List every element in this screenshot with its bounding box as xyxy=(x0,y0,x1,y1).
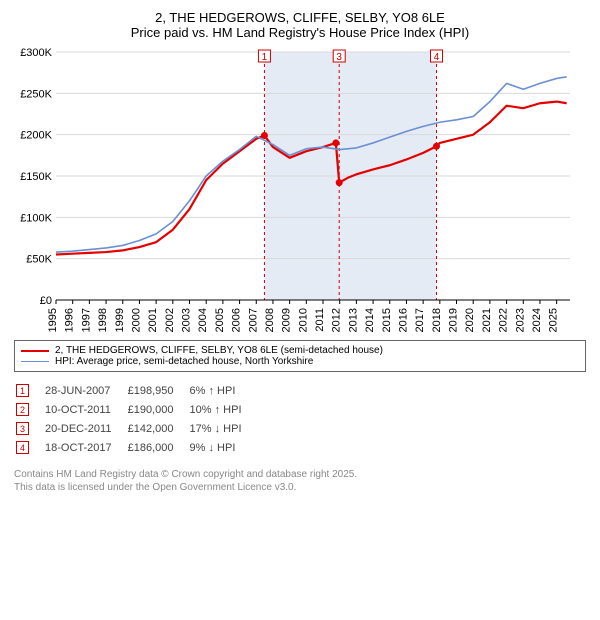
svg-text:2020: 2020 xyxy=(464,308,476,332)
svg-text:2015: 2015 xyxy=(381,308,393,332)
sale-date: 28-JUN-2007 xyxy=(45,382,126,399)
svg-text:2018: 2018 xyxy=(431,308,443,332)
line-chart: £0 £50K £100K £150K £200K £250K £300K 1995 1996 1… xyxy=(14,46,574,336)
footer-line: This data is licensed under the Open Gov… xyxy=(14,481,586,494)
svg-text:£150K: £150K xyxy=(20,171,52,183)
svg-text:2024: 2024 xyxy=(531,308,543,332)
svg-text:£0: £0 xyxy=(40,295,52,307)
sale-marker-icon: 1 xyxy=(16,384,29,397)
legend-label: 2, THE HEDGEROWS, CLIFFE, SELBY, YO8 6LE… xyxy=(55,345,383,356)
legend: 2, THE HEDGEROWS, CLIFFE, SELBY, YO8 6LE… xyxy=(14,340,586,372)
legend-row: HPI: Average price, semi-detached house,… xyxy=(21,356,579,367)
svg-text:2001: 2001 xyxy=(147,308,159,332)
sale-date: 20-DEC-2011 xyxy=(45,420,126,437)
svg-text:2003: 2003 xyxy=(181,308,193,332)
svg-text:2014: 2014 xyxy=(364,308,376,332)
legend-swatch xyxy=(21,361,49,362)
title-address: 2, THE HEDGEROWS, CLIFFE, SELBY, YO8 6LE xyxy=(14,10,586,25)
svg-text:3: 3 xyxy=(336,52,342,63)
sale-price: £198,950 xyxy=(128,382,188,399)
svg-text:2022: 2022 xyxy=(498,308,510,332)
svg-text:£50K: £50K xyxy=(26,254,52,266)
svg-text:2025: 2025 xyxy=(548,308,560,332)
chart-area: £0 £50K £100K £150K £200K £250K £300K 1995 1996 1… xyxy=(14,46,586,336)
legend-label: HPI: Average price, semi-detached house,… xyxy=(55,356,313,367)
legend-swatch xyxy=(21,350,49,352)
sale-price: £190,000 xyxy=(128,401,188,418)
sale-price: £142,000 xyxy=(128,420,188,437)
sale-marker-icon: 3 xyxy=(16,422,29,435)
svg-text:2023: 2023 xyxy=(514,308,526,332)
table-row: 3 20-DEC-2011£142,00017% ↓ HPI xyxy=(16,420,256,437)
svg-text:£300K: £300K xyxy=(20,47,52,59)
svg-text:£100K: £100K xyxy=(20,212,52,224)
sale-price: £186,000 xyxy=(128,439,188,456)
sale-marker-icon: 4 xyxy=(16,441,29,454)
sale-marker-icon: 2 xyxy=(16,403,29,416)
svg-text:2000: 2000 xyxy=(130,308,142,332)
svg-text:4: 4 xyxy=(434,52,440,63)
sale-delta: 10% ↑ HPI xyxy=(190,401,256,418)
svg-text:£200K: £200K xyxy=(20,130,52,142)
svg-text:2013: 2013 xyxy=(347,308,359,332)
chart-title: 2, THE HEDGEROWS, CLIFFE, SELBY, YO8 6LE… xyxy=(14,10,586,40)
table-row: 2 10-OCT-2011£190,00010% ↑ HPI xyxy=(16,401,256,418)
svg-text:2019: 2019 xyxy=(448,308,460,332)
svg-text:1997: 1997 xyxy=(80,308,92,332)
legend-row: 2, THE HEDGEROWS, CLIFFE, SELBY, YO8 6LE… xyxy=(21,345,579,356)
svg-text:1999: 1999 xyxy=(114,308,126,332)
sale-delta: 17% ↓ HPI xyxy=(190,420,256,437)
sale-date: 18-OCT-2017 xyxy=(45,439,126,456)
svg-text:£250K: £250K xyxy=(20,88,52,100)
sales-table: 1 28-JUN-2007£198,9506% ↑ HPI 2 10-OCT-2011… xyxy=(14,380,258,458)
footer-line: Contains HM Land Registry data © Crown c… xyxy=(14,468,586,481)
svg-text:2009: 2009 xyxy=(281,308,293,332)
svg-text:2008: 2008 xyxy=(264,308,276,332)
svg-text:1995: 1995 xyxy=(47,308,59,332)
svg-text:1998: 1998 xyxy=(97,308,109,332)
sale-date: 10-OCT-2011 xyxy=(45,401,126,418)
svg-text:2004: 2004 xyxy=(197,308,209,332)
svg-text:2016: 2016 xyxy=(397,308,409,332)
svg-text:1: 1 xyxy=(262,52,268,63)
svg-text:2021: 2021 xyxy=(481,308,493,332)
svg-text:2017: 2017 xyxy=(414,308,426,332)
svg-text:2006: 2006 xyxy=(231,308,243,332)
table-row: 1 28-JUN-2007£198,9506% ↑ HPI xyxy=(16,382,256,399)
svg-text:2007: 2007 xyxy=(247,308,259,332)
sale-delta: 9% ↓ HPI xyxy=(190,439,256,456)
svg-text:2011: 2011 xyxy=(314,308,326,332)
svg-text:2002: 2002 xyxy=(164,308,176,332)
sale-delta: 6% ↑ HPI xyxy=(190,382,256,399)
table-row: 4 18-OCT-2017£186,0009% ↓ HPI xyxy=(16,439,256,456)
footer-attribution: Contains HM Land Registry data © Crown c… xyxy=(14,468,586,494)
svg-text:2010: 2010 xyxy=(297,308,309,332)
svg-text:1996: 1996 xyxy=(64,308,76,332)
svg-text:2012: 2012 xyxy=(331,308,343,332)
title-subtitle: Price paid vs. HM Land Registry's House … xyxy=(14,25,586,40)
svg-text:2005: 2005 xyxy=(214,308,226,332)
